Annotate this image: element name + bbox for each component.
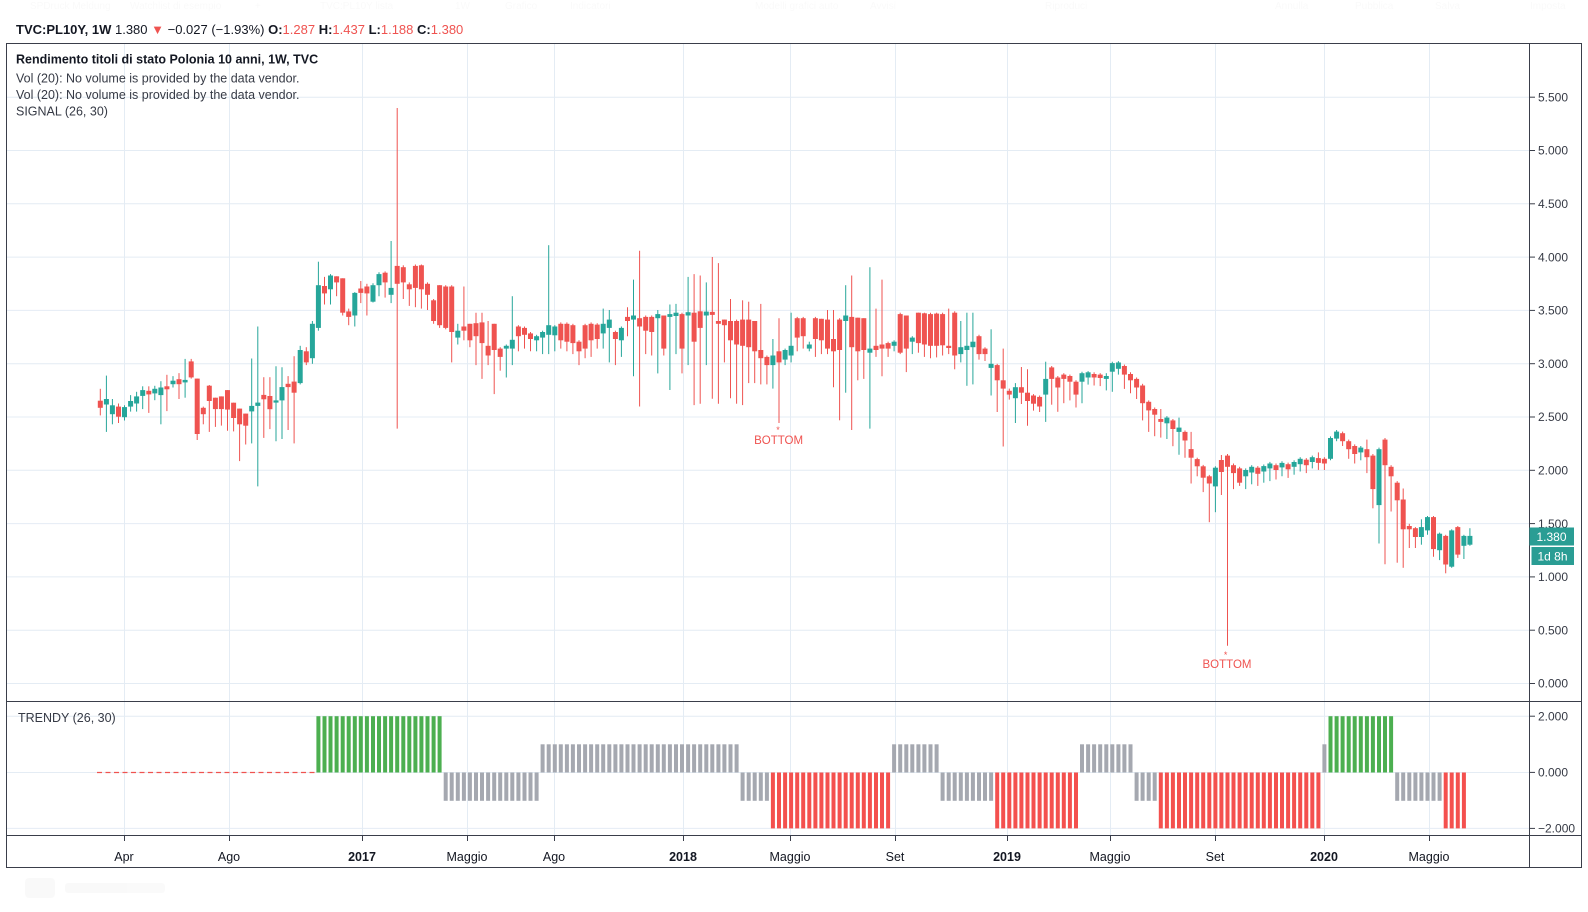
- svg-text:Maggio: Maggio: [447, 850, 488, 864]
- svg-text:1.000: 1.000: [1538, 570, 1568, 584]
- svg-text:4.500: 4.500: [1538, 197, 1568, 211]
- svg-text:4.000: 4.000: [1538, 250, 1568, 264]
- svg-text:Avvisi: Avvisi: [870, 1, 896, 12]
- svg-text:5.000: 5.000: [1538, 144, 1568, 158]
- svg-text:2.000: 2.000: [1538, 464, 1568, 478]
- svg-text:2.500: 2.500: [1538, 410, 1568, 424]
- svg-text:0.000: 0.000: [1538, 766, 1568, 780]
- svg-text:2019: 2019: [993, 850, 1021, 864]
- svg-text:1.380: 1.380: [1536, 530, 1566, 544]
- svg-text:2.000: 2.000: [1538, 709, 1568, 723]
- svg-text:2017: 2017: [348, 850, 376, 864]
- svg-text:Vol (20): No volume is provide: Vol (20): No volume is provided by the d…: [16, 88, 300, 102]
- svg-text:TRENDY (26, 30): TRENDY (26, 30): [18, 711, 116, 725]
- svg-text:SPDruck Meldung: SPDruck Meldung: [30, 1, 111, 12]
- svg-text:Riproduci: Riproduci: [1045, 1, 1087, 12]
- svg-text:TVC:PL10Y lista: TVC:PL10Y lista: [320, 1, 394, 12]
- svg-text:Ago: Ago: [543, 850, 565, 864]
- svg-text:*: *: [776, 425, 780, 435]
- svg-text:Set: Set: [886, 850, 905, 864]
- svg-text:1W: 1W: [455, 1, 471, 12]
- svg-text:Pubblica: Pubblica: [1355, 1, 1394, 12]
- svg-text:0.500: 0.500: [1538, 623, 1568, 637]
- svg-text:1d 8h: 1d 8h: [1537, 549, 1567, 563]
- svg-text:Maggio: Maggio: [1090, 850, 1131, 864]
- svg-text:BOTTOM: BOTTOM: [754, 435, 803, 447]
- svg-text:Maggio: Maggio: [770, 850, 811, 864]
- svg-text:Imposta: Imposta: [1530, 1, 1566, 12]
- svg-text:Rendimento titoli di stato Pol: Rendimento titoli di stato Polonia 10 an…: [16, 53, 318, 67]
- svg-text:Watchlist di esempio: Watchlist di esempio: [130, 1, 222, 12]
- svg-text:Modelli grafici auto: Modelli grafici auto: [755, 1, 839, 12]
- svg-text:*: *: [1224, 650, 1228, 660]
- svg-text:Indicatori: Indicatori: [570, 1, 611, 12]
- svg-text:2018: 2018: [669, 850, 697, 864]
- svg-text:0.000: 0.000: [1538, 677, 1568, 691]
- svg-text:3.500: 3.500: [1538, 304, 1568, 318]
- svg-text:BOTTOM: BOTTOM: [1203, 659, 1252, 671]
- svg-text:Ago: Ago: [218, 850, 240, 864]
- svg-text:1.500: 1.500: [1538, 517, 1568, 531]
- svg-text:3.000: 3.000: [1538, 357, 1568, 371]
- svg-text:2020: 2020: [1310, 850, 1338, 864]
- svg-text:Apr: Apr: [114, 850, 133, 864]
- svg-text:5.500: 5.500: [1538, 90, 1568, 104]
- svg-text:Annulla: Annulla: [1275, 1, 1309, 12]
- svg-text:+: +: [255, 1, 261, 12]
- svg-text:SIGNAL (26, 30): SIGNAL (26, 30): [16, 105, 108, 119]
- svg-text:Maggio: Maggio: [1409, 850, 1450, 864]
- svg-text:Grafico: Grafico: [505, 1, 538, 12]
- svg-text:−2.000: −2.000: [1538, 822, 1575, 836]
- svg-text:TVC:PL10Y, 1W 1.380 ▼ −0.027 (: TVC:PL10Y, 1W 1.380 ▼ −0.027 (−1.93%) O:…: [16, 22, 463, 37]
- svg-text:Set: Set: [1206, 850, 1225, 864]
- svg-text:Salva: Salva: [1435, 1, 1460, 12]
- svg-text:Vol (20): No volume is provide: Vol (20): No volume is provided by the d…: [16, 72, 300, 86]
